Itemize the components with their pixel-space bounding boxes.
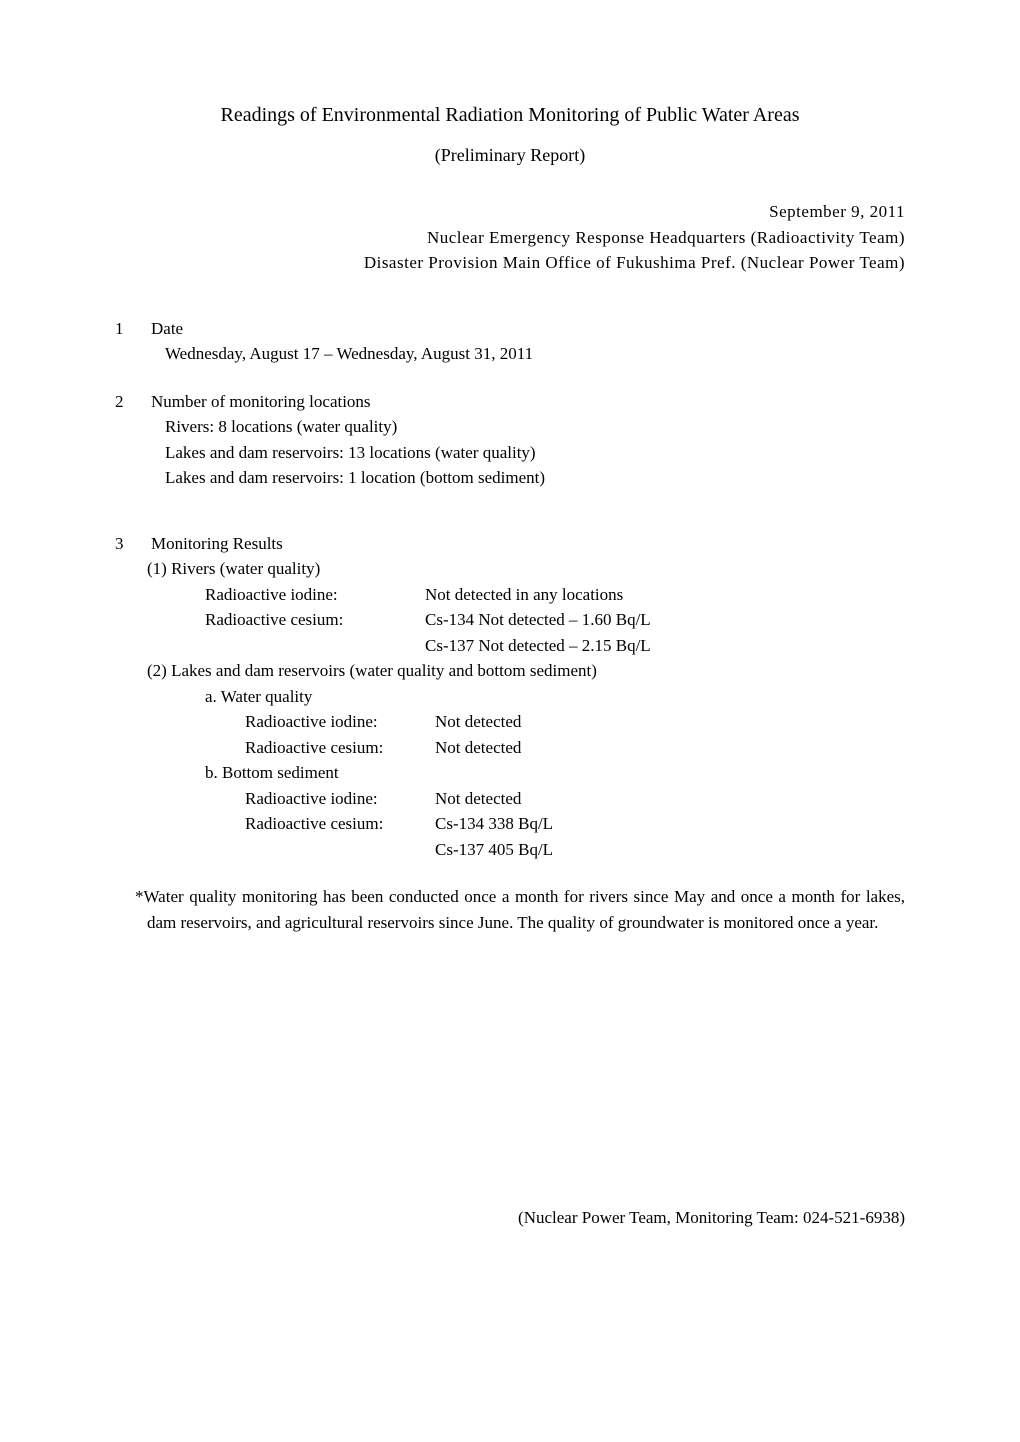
sub-1-cesium-value-1: Cs-134 Not detected – 1.60 Bq/L (425, 607, 905, 633)
sub-2a-iodine-value: Not detected (435, 709, 905, 735)
section-1: 1 Date Wednesday, August 17 – Wednesday,… (115, 316, 905, 367)
section-2-number: 2 (115, 389, 135, 415)
document-subtitle: (Preliminary Report) (115, 142, 905, 169)
section-3-heading: Monitoring Results (151, 531, 283, 557)
section-1-heading: Date (151, 316, 183, 342)
sub-2b-cesium-value-2: Cs-137 405 Bq/L (115, 837, 905, 863)
section-2-line-3: Lakes and dam reservoirs: 1 location (bo… (115, 465, 905, 491)
sub-2b-cesium-value-1: Cs-134 338 Bq/L (435, 811, 905, 837)
sub-2a-label: a. Water quality (115, 684, 905, 710)
section-2-line-1: Rivers: 8 locations (water quality) (115, 414, 905, 440)
sub-2b-cesium-label: Radioactive cesium: (245, 811, 435, 837)
sub-2b-label: b. Bottom sediment (115, 760, 905, 786)
section-1-header: 1 Date (115, 316, 905, 342)
sub-2a-iodine-label: Radioactive iodine: (245, 709, 435, 735)
sub-1-cesium-value-2: Cs-137 Not detected – 2.15 Bq/L (115, 633, 905, 659)
section-3: 3 Monitoring Results (1) Rivers (water q… (115, 531, 905, 863)
sub-2b-iodine-value: Not detected (435, 786, 905, 812)
section-1-number: 1 (115, 316, 135, 342)
sub-1-cesium-label: Radioactive cesium: (205, 607, 425, 633)
meta-org-2: Disaster Provision Main Office of Fukush… (115, 250, 905, 276)
sub-2a-iodine-row: Radioactive iodine: Not detected (115, 709, 905, 735)
section-2-heading: Number of monitoring locations (151, 389, 371, 415)
sub-1-iodine-value: Not detected in any locations (425, 582, 905, 608)
sub-1-label: (1) Rivers (water quality) (115, 556, 905, 582)
sub-1-cesium-row: Radioactive cesium: Cs-134 Not detected … (115, 607, 905, 633)
sub-2a-cesium-row: Radioactive cesium: Not detected (115, 735, 905, 761)
sub-2b-iodine-label: Radioactive iodine: (245, 786, 435, 812)
sub-2b-iodine-row: Radioactive iodine: Not detected (115, 786, 905, 812)
section-3-number: 3 (115, 531, 135, 557)
section-2-line-2: Lakes and dam reservoirs: 13 locations (… (115, 440, 905, 466)
section-2: 2 Number of monitoring locations Rivers:… (115, 389, 905, 491)
meta-block: September 9, 2011 Nuclear Emergency Resp… (115, 199, 905, 276)
sub-2a-cesium-value: Not detected (435, 735, 905, 761)
footnote: *Water quality monitoring has been condu… (115, 884, 905, 935)
sub-2a-cesium-label: Radioactive cesium: (245, 735, 435, 761)
meta-org-1: Nuclear Emergency Response Headquarters … (115, 225, 905, 251)
sub-2-label: (2) Lakes and dam reservoirs (water qual… (115, 658, 905, 684)
section-1-line-1: Wednesday, August 17 – Wednesday, August… (115, 341, 905, 367)
contact-line: (Nuclear Power Team, Monitoring Team: 02… (115, 1205, 905, 1231)
section-2-header: 2 Number of monitoring locations (115, 389, 905, 415)
section-3-header: 3 Monitoring Results (115, 531, 905, 557)
sub-1-iodine-label: Radioactive iodine: (205, 582, 425, 608)
meta-date: September 9, 2011 (115, 199, 905, 225)
sub-1-iodine-row: Radioactive iodine: Not detected in any … (115, 582, 905, 608)
sub-2b-cesium-row: Radioactive cesium: Cs-134 338 Bq/L (115, 811, 905, 837)
document-title: Readings of Environmental Radiation Moni… (115, 100, 905, 130)
